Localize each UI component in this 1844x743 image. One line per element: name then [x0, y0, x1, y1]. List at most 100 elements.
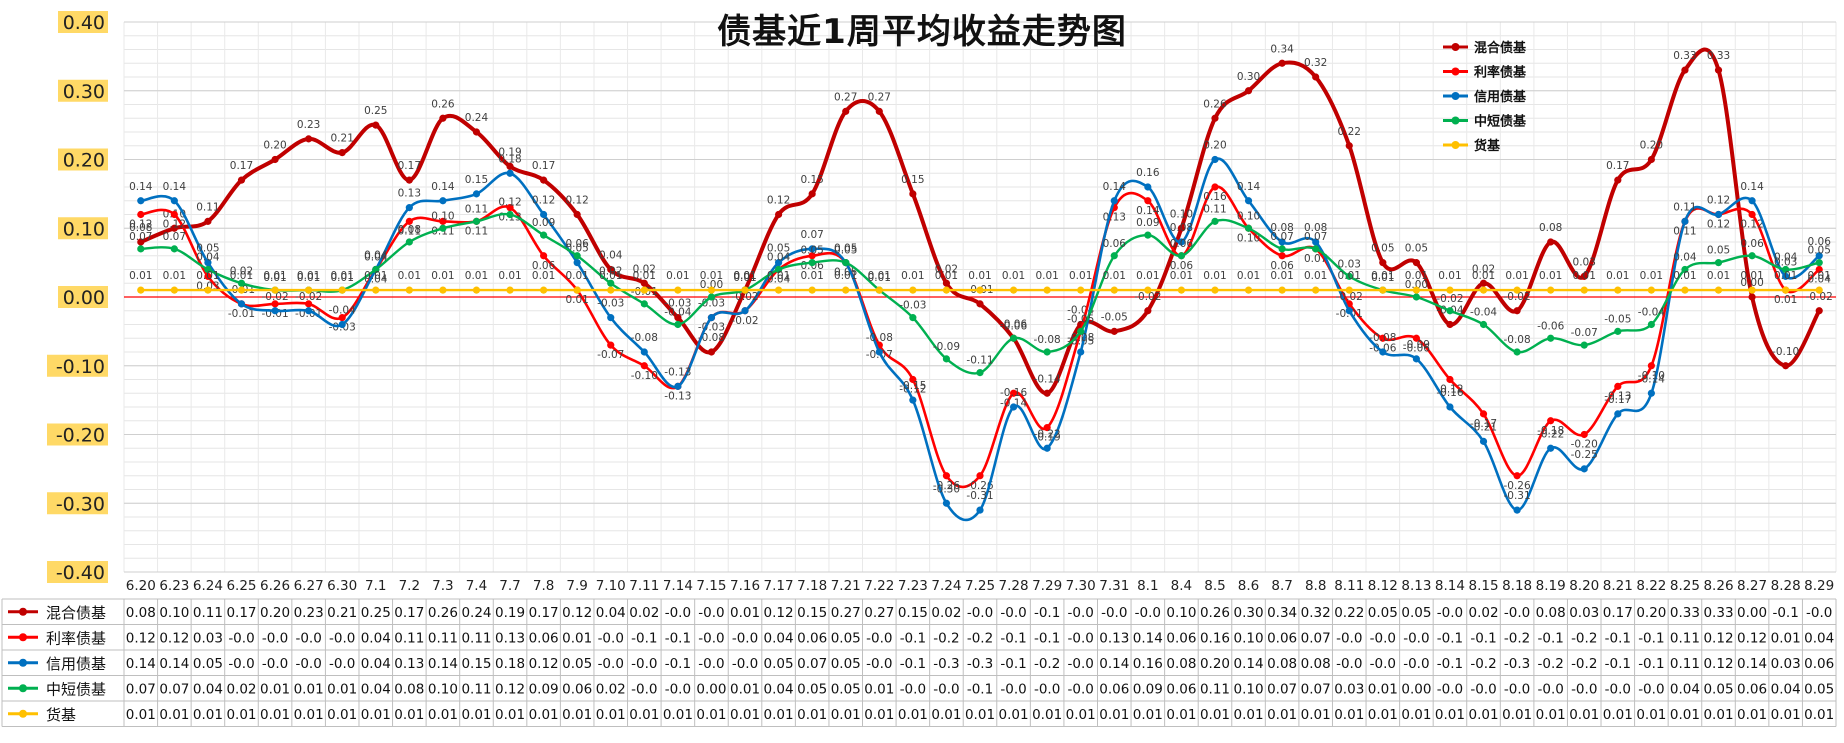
x-tick-label: 8.4 — [1171, 578, 1192, 594]
data-point — [976, 369, 984, 377]
data-label: -0.08 — [1504, 334, 1531, 346]
table-cell: 0.10 — [1234, 681, 1264, 697]
data-point — [1479, 437, 1488, 445]
data-point — [1714, 259, 1723, 267]
table-cell: 0.01 — [1234, 707, 1264, 723]
data-point — [1043, 424, 1051, 432]
data-point — [137, 210, 145, 219]
data-label: 0.11 — [465, 203, 488, 215]
data-point — [1043, 444, 1051, 452]
table-cell: 0.05 — [831, 656, 861, 672]
data-label: -0.03 — [597, 298, 624, 310]
series-5: 0.01 0.01 0.01 0.01 0.01 0.01 0.01 0.01 0.01 0.01… — [129, 270, 1831, 294]
data-label: 0.07 — [1304, 253, 1327, 265]
table-cell: 0.02 — [629, 605, 659, 621]
table-cell: 0.12 — [495, 681, 525, 697]
data-label: 0.14 — [1237, 181, 1261, 193]
data-label: -0.14 — [1638, 373, 1665, 385]
data-point — [1345, 286, 1353, 294]
x-tick-label: 8.13 — [1401, 578, 1431, 594]
data-label: 0.18 — [498, 153, 521, 165]
table-cell: -0.1 — [1605, 656, 1631, 672]
data-label: 0.13 — [1103, 212, 1126, 224]
data-point — [271, 286, 279, 294]
x-tick-label: 8.1 — [1137, 578, 1158, 594]
table-cell: 0.09 — [1133, 681, 1163, 697]
chart-title: 债基近1周平均收益走势图 — [717, 12, 1127, 52]
table-cell: 0.01 — [1200, 707, 1230, 723]
data-label: 0.04 — [364, 250, 388, 262]
x-tick-label: 7.2 — [399, 578, 420, 594]
table-legend-key-marker — [19, 633, 27, 642]
table-cell: 0.08 — [126, 605, 156, 621]
table-cell: 0.04 — [361, 630, 391, 646]
data-point — [1580, 341, 1588, 349]
table-cell: 0.30 — [1234, 605, 1264, 621]
data-point — [1144, 197, 1152, 205]
data-label: 0.16 — [1136, 167, 1160, 179]
y-tick-label-bg — [47, 423, 108, 446]
table-cell: 0.01 — [1569, 707, 1599, 723]
table-cell: 0.01 — [193, 707, 223, 723]
table-cell: 0.19 — [495, 605, 525, 621]
data-label: 0.04 — [364, 252, 388, 264]
data-label: 0.01 — [1237, 270, 1260, 282]
table-cell: -0.1 — [1437, 630, 1463, 646]
data-point — [540, 252, 548, 260]
x-tick-label: 8.21 — [1603, 578, 1633, 594]
data-point — [204, 286, 212, 294]
table-cell: 0.04 — [1771, 681, 1801, 697]
table-cell: 0.01 — [1536, 707, 1566, 723]
table-cell: 0.04 — [1804, 630, 1834, 646]
data-point — [506, 210, 514, 219]
x-tick-label: 8.15 — [1468, 578, 1498, 594]
data-point — [1077, 327, 1085, 335]
data-label: 0.01 — [1774, 294, 1797, 306]
data-label: -0.02 — [1504, 291, 1531, 303]
table-cell: -0.0 — [1068, 656, 1094, 672]
data-label: 0.01 — [1472, 270, 1495, 282]
data-point — [842, 286, 850, 294]
data-point — [808, 245, 816, 253]
data-point — [405, 217, 413, 225]
table-cell: -0.0 — [295, 656, 321, 672]
table-cell: 0.01 — [1737, 707, 1767, 723]
data-point — [170, 286, 178, 294]
table-cell: 0.26 — [1200, 605, 1230, 621]
data-label: 0.01 — [1774, 270, 1797, 282]
data-label: -0.07 — [597, 349, 624, 361]
data-label: 0.05 — [1405, 243, 1428, 255]
data-point — [607, 314, 615, 322]
data-label: 0.04 — [196, 252, 220, 264]
data-point — [170, 224, 178, 232]
table-cell: 0.06 — [1099, 681, 1129, 697]
data-point — [573, 252, 581, 260]
table-cell: -0.0 — [698, 605, 724, 621]
data-label: -0.02 — [295, 291, 322, 303]
data-point — [1513, 506, 1521, 514]
table-cell: 0.01 — [1066, 707, 1096, 723]
data-label: -0.16 — [1436, 387, 1463, 399]
table-cell: 0.01 — [1267, 707, 1297, 723]
data-point — [1446, 320, 1454, 329]
data-label: 0.12 — [163, 219, 186, 231]
x-tick-label: 8.26 — [1703, 578, 1733, 594]
data-label: 0.01 — [565, 294, 588, 306]
x-tick-label: 6.27 — [294, 578, 324, 594]
data-label: -0.14 — [1000, 397, 1027, 409]
table-cell: 0.11 — [461, 681, 491, 697]
data-label: -0.06 — [1537, 320, 1564, 332]
data-label: -0.18 — [1537, 425, 1564, 437]
x-tick-label: 7.8 — [533, 578, 554, 594]
table-cell: 0.05 — [831, 681, 861, 697]
data-point — [1513, 286, 1521, 294]
table-cell: 0.06 — [1166, 681, 1196, 697]
y-tick-label-bg — [47, 492, 108, 515]
table-cell: -0.0 — [732, 630, 758, 646]
data-point — [1547, 238, 1555, 246]
data-point — [1244, 224, 1253, 232]
data-label: -0.13 — [664, 366, 691, 378]
table-cell: 0.01 — [1603, 707, 1633, 723]
table-cell: 0.11 — [428, 630, 458, 646]
data-point — [1782, 362, 1790, 370]
